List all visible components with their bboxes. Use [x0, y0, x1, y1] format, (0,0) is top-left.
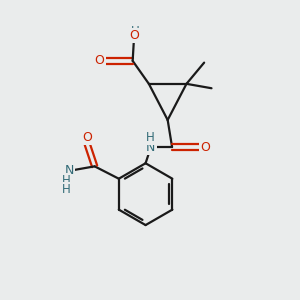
- Text: O: O: [95, 54, 105, 68]
- Text: N: N: [65, 164, 74, 177]
- Text: H: H: [131, 25, 140, 38]
- Text: O: O: [129, 29, 139, 42]
- Text: O: O: [82, 131, 92, 144]
- Text: O: O: [200, 141, 210, 154]
- Text: N: N: [146, 141, 156, 154]
- Text: H: H: [62, 174, 70, 187]
- Text: H: H: [146, 131, 154, 144]
- Text: H: H: [62, 183, 70, 196]
